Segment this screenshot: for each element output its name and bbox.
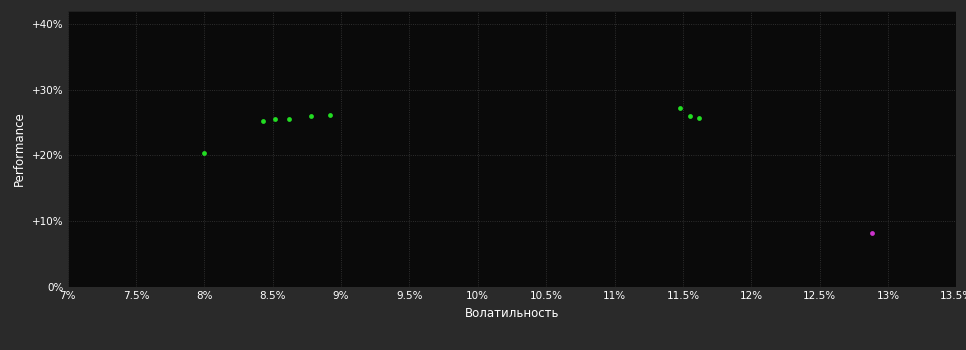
Point (268, 116, 283, 122)
Point (303, 114, 319, 119)
Point (864, 230, 879, 236)
Point (281, 116, 297, 122)
Y-axis label: Performance: Performance (14, 111, 26, 186)
Point (197, 150, 213, 155)
Point (682, 113, 697, 119)
Point (323, 112, 338, 118)
Point (255, 118, 270, 124)
Point (692, 115, 707, 121)
Point (672, 105, 688, 111)
X-axis label: Волатильность: Волатильность (465, 307, 559, 320)
